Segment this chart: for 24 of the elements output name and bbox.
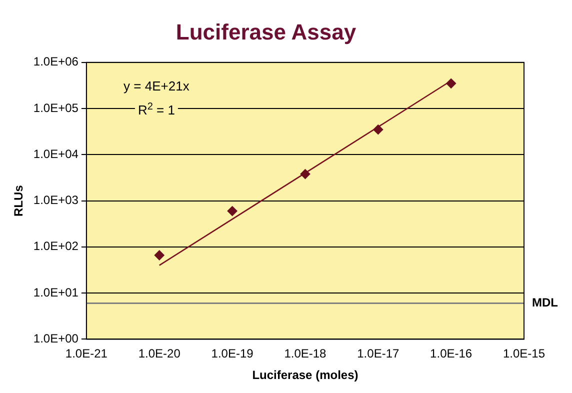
annotation: y = 4E+21x (124, 78, 190, 94)
point (300, 169, 310, 180)
y-tick-label: 1.0E+00 (33, 332, 79, 346)
y-tick-label: 1.0E+06 (33, 54, 79, 69)
x-tick-label: 1.0E-18 (284, 346, 327, 361)
point (373, 124, 384, 135)
point (446, 78, 456, 88)
x-axis-title: Luciferase (moles) (252, 368, 358, 382)
x-tick-label: 1.0E-21 (65, 346, 108, 361)
x-tick-label: 1.0E-16 (430, 346, 472, 361)
point (154, 250, 164, 260)
x-tick-label: 1.0E-20 (138, 346, 181, 361)
point (227, 206, 238, 216)
x-tick-label: 1.0E-17 (357, 346, 400, 361)
y-tick-label: 1.0E+02 (33, 239, 79, 254)
chart-title: Luciferase Assay (176, 19, 357, 44)
y-axis-title: RLUs (12, 184, 26, 216)
y-tick-label: 1.0E+01 (33, 285, 79, 300)
y-tick-label: 1.0E+05 (33, 100, 79, 115)
ref-line-label: MDL (532, 296, 558, 310)
x-tick-label: 1.0E-19 (211, 346, 254, 361)
y-tick-label: 1.0E+04 (33, 146, 79, 161)
y-tick-label: 1.0E+03 (33, 193, 79, 208)
x-tick-label: 1.0E-15 (502, 346, 546, 361)
